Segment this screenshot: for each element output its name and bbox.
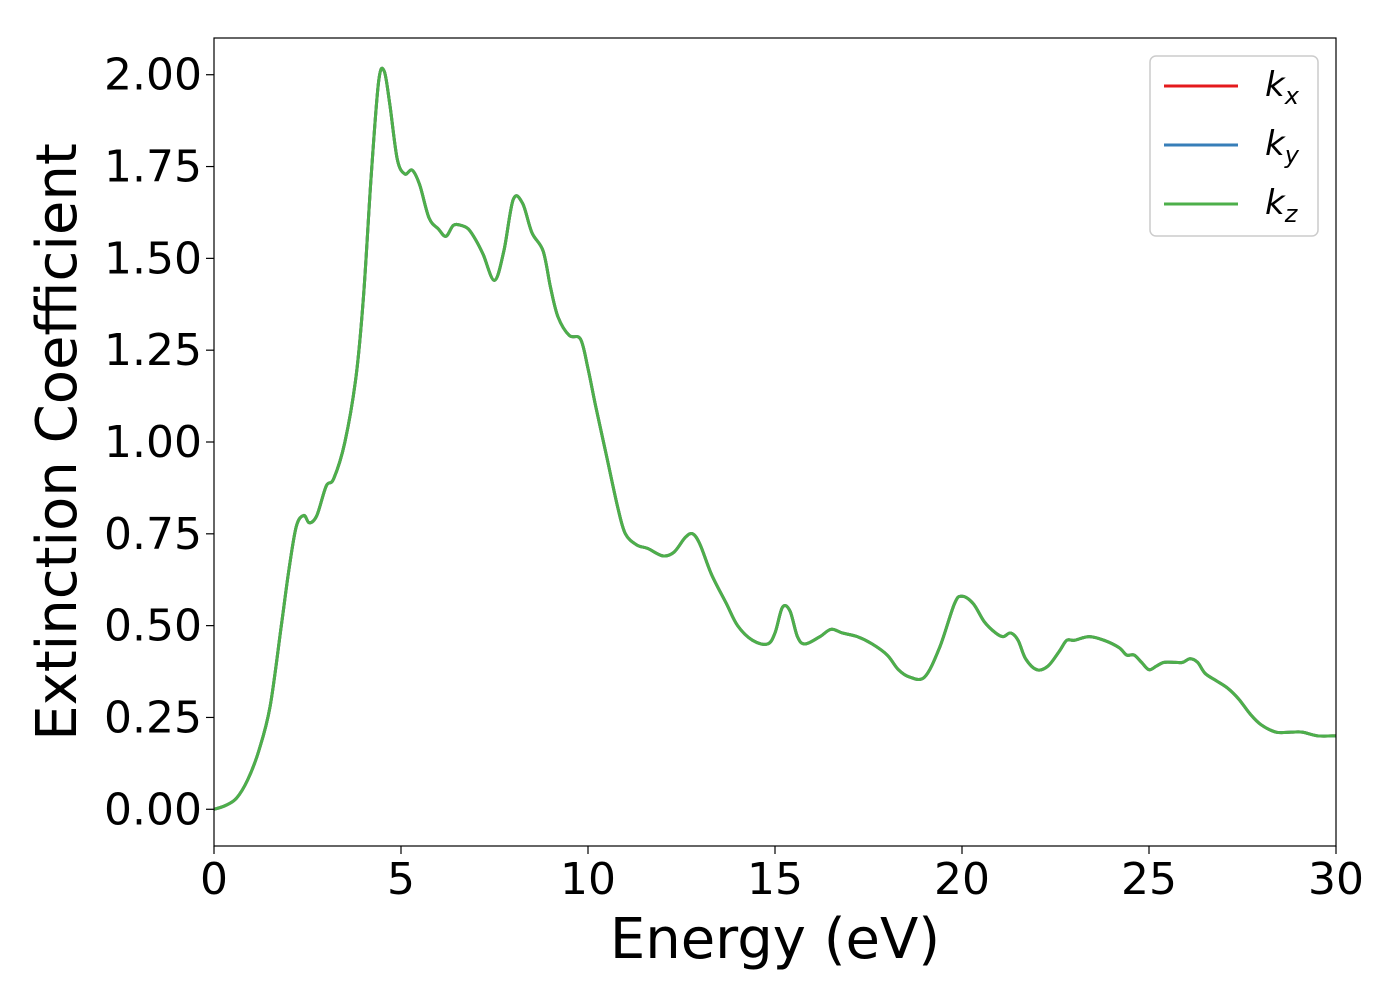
x-tick-label: 30: [1308, 854, 1364, 905]
x-axis: 0 5 10 15 20 25 30: [200, 846, 1364, 905]
y-tick-label: 0.25: [104, 692, 202, 743]
y-tick-label: 1.50: [104, 233, 202, 284]
y-tick-label: 1.25: [104, 325, 202, 376]
x-tick-label: 5: [387, 854, 415, 905]
y-axis-title: Extinction Coefficient: [25, 143, 90, 741]
y-tick-label: 1.00: [104, 417, 202, 468]
x-axis-title: Energy (eV): [610, 907, 940, 972]
y-tick-label: 0.00: [104, 784, 202, 835]
y-tick-label: 0.50: [104, 601, 202, 652]
series-layer: [213, 66, 1337, 811]
x-tick-label: 25: [1121, 854, 1177, 905]
x-tick-label: 10: [560, 854, 616, 905]
legend-label-kx: kx: [1265, 65, 1300, 110]
series-line-kz: [213, 66, 1337, 811]
y-tick-label: 2.00: [104, 50, 202, 101]
y-tick-label: 0.75: [104, 509, 202, 560]
legend-label-kz: kz: [1265, 183, 1299, 228]
y-axis: 0.00 0.25 0.50 0.75 1.00 1.25 1.50 1.75 2.00: [104, 50, 214, 835]
y-tick-label: 1.75: [104, 142, 202, 193]
x-tick-label: 20: [934, 854, 990, 905]
x-tick-label: 15: [747, 854, 803, 905]
legend: kx ky kz: [1149, 55, 1319, 237]
x-tick-label: 0: [200, 854, 228, 905]
legend-label-ky: ky: [1265, 124, 1300, 169]
